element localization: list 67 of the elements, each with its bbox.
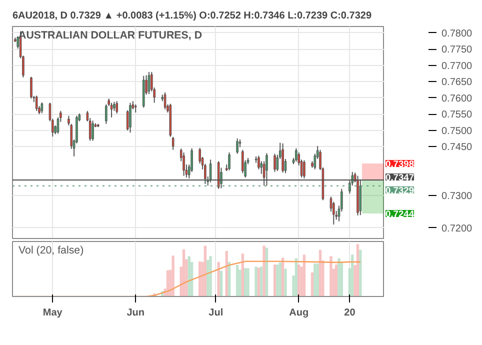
x-tick-label: 20: [344, 308, 356, 318]
candlestick: [129, 102, 132, 134]
y-tick-label: 0.7450: [442, 142, 473, 154]
y-tick-label: 0.7200: [442, 223, 473, 234]
bar: [351, 254, 354, 296]
bar: [209, 256, 212, 296]
x-tick-label: May: [42, 308, 63, 318]
candlestick: [282, 142, 284, 174]
x-tick-label: Jul: [208, 308, 224, 318]
candlestick: [116, 100, 118, 114]
y-tick-label: 0.7300: [442, 190, 473, 202]
candlestick: [30, 76, 32, 100]
candlestick: [148, 71, 150, 95]
bar: [246, 268, 250, 296]
y-tick-label: 0.7500: [442, 126, 473, 137]
y-tick-label: 0.7750: [442, 44, 473, 56]
candlestick: [228, 152, 230, 171]
candlestick: [40, 102, 44, 114]
bar: [330, 256, 332, 296]
bar: [262, 246, 266, 296]
bar: [204, 246, 207, 296]
candlestick: [182, 152, 185, 176]
y-tick-label: 0.7800: [442, 28, 473, 40]
chart-title: 6AU2018, D 0.7329 ▲ +0.0083 (+1.15%) O:0.7252 H:0.7346 L:0.7239 C:0.7329: [12, 10, 372, 22]
bar: [217, 262, 220, 296]
bar: [316, 264, 319, 296]
candlestick: [242, 149, 244, 174]
candlestick: [258, 155, 260, 170]
y-tick-label: 0.7650: [442, 77, 473, 88]
bar: [172, 256, 174, 296]
candlestick: [295, 148, 298, 162]
bar: [334, 264, 338, 296]
bar: [284, 268, 287, 296]
bar: [278, 262, 282, 296]
bar: [338, 258, 340, 296]
bar: [273, 264, 276, 296]
bar: [244, 268, 247, 296]
candlestick: [172, 136, 174, 150]
bar: [220, 270, 223, 296]
bar: [359, 250, 362, 296]
bar: [260, 266, 263, 296]
bar: [281, 258, 284, 296]
y-tick-label: 0.7550: [442, 110, 473, 121]
bar: [318, 250, 322, 296]
bar: [236, 265, 239, 296]
annotation: Vol (20, false): [18, 244, 84, 256]
x-tick-label: Jun: [126, 308, 144, 318]
candlestick: [110, 102, 113, 118]
bar: [276, 264, 279, 296]
x-tick-label: Aug: [289, 308, 309, 318]
bar: [356, 244, 360, 296]
band-label: 0.7398: [386, 159, 414, 170]
ref-line-label: 0.7347: [386, 172, 414, 183]
candlestick: [236, 138, 238, 154]
bar: [254, 266, 258, 296]
bar: [257, 268, 260, 296]
candlestick: [274, 153, 276, 172]
bar: [314, 264, 316, 296]
y-tick-label: 0.7700: [442, 60, 473, 72]
candlestick: [35, 95, 38, 112]
bar: [298, 264, 300, 296]
bar: [310, 272, 314, 296]
y-tick-label: 0.7600: [442, 93, 473, 104]
bar: [265, 248, 268, 296]
band-label: 0.7244: [386, 209, 415, 219]
candlestick: [92, 120, 94, 142]
ref-line-label: 0.7329: [386, 185, 414, 196]
